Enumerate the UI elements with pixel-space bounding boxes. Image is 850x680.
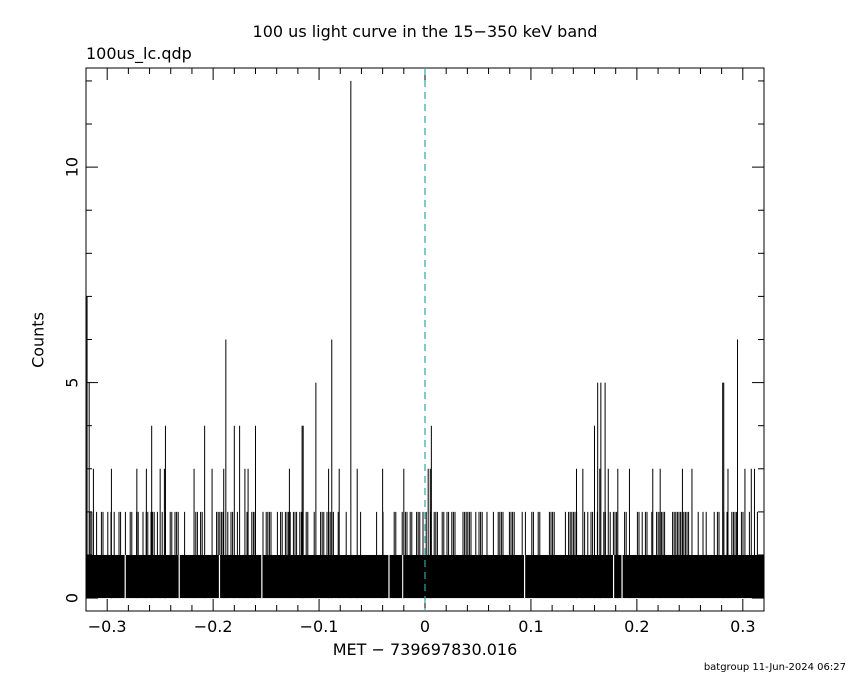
chart-title: 100 us light curve in the 15−350 keV ban… [252, 22, 598, 41]
y-tick-label: 0 [63, 593, 82, 603]
x-tick-label: −0.1 [300, 617, 339, 636]
zero-count-gap [612, 554, 615, 599]
x-tick-label: 0.3 [730, 617, 755, 636]
x-tick-label: 0.2 [624, 617, 649, 636]
zero-count-gap [388, 554, 390, 599]
axis-tick-labels: −0.3 −0.2 −0.1 0 0.1 0.2 0.3 0 5 10 [63, 157, 756, 636]
zero-count-gap [402, 554, 404, 599]
x-tick-label: −0.2 [194, 617, 233, 636]
zero-count-gap [178, 554, 180, 599]
zero-count-gap [124, 554, 126, 599]
x-tick-label: −0.3 [88, 617, 127, 636]
chart-subtitle: 100us_lc.qdp [86, 44, 192, 63]
footer-credit: batgroup 11-Jun-2024 06:27 [703, 662, 846, 673]
y-axis-label: Counts [28, 312, 48, 368]
zero-count-gap [218, 554, 221, 599]
zero-count-gap [261, 554, 263, 599]
y-tick-label: 10 [63, 157, 82, 177]
y-tick-label: 5 [63, 378, 82, 388]
zero-count-gap [621, 554, 623, 599]
x-tick-label: 0 [420, 617, 430, 636]
x-axis-label: MET − 739697830.016 [332, 640, 518, 659]
zero-count-gap [523, 554, 526, 599]
x-tick-label: 0.1 [518, 617, 543, 636]
